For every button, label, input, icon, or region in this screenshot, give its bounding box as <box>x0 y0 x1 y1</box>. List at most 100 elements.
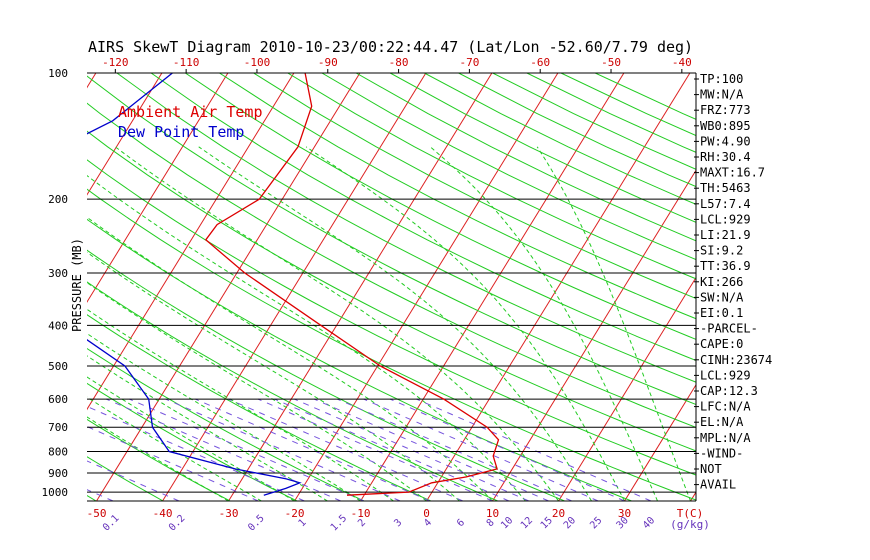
moist-adiabat-line <box>87 175 526 501</box>
legend: Ambient Air Temp Dew Point Temp <box>118 103 263 141</box>
index-value: PW:4.90 <box>700 134 751 148</box>
bottom-temp-tick-label: -40 <box>153 507 173 520</box>
index-value: RH:30.4 <box>700 150 751 164</box>
air-temperature-line <box>204 73 500 496</box>
dry-adiabat-line <box>87 281 498 501</box>
index-value: L57:7.4 <box>700 197 751 211</box>
isotherm-line <box>492 169 696 501</box>
dry-adiabat-line <box>355 73 696 242</box>
dry-adiabat-line <box>87 347 365 501</box>
dry-adiabat-line <box>87 418 231 501</box>
moist-adiabat-line <box>87 376 295 501</box>
top-temp-tick-label: -100 <box>244 56 271 69</box>
isotherm-line <box>757 73 870 501</box>
index-value: MW:N/A <box>700 88 744 102</box>
isotherm-line <box>0 73 30 501</box>
dry-adiabat-line <box>87 130 696 452</box>
dry-adiabat-line <box>287 73 696 280</box>
dew-point-line <box>87 73 302 496</box>
x-axis-unit-label: T(C) <box>677 507 704 520</box>
pressure-tick-label: 500 <box>48 360 68 373</box>
index-value: AVAIL <box>700 478 736 492</box>
index-value: LCL:929 <box>700 368 751 382</box>
mixing-ratio-label: 0.5 <box>246 513 267 534</box>
isotherm-line <box>426 73 691 501</box>
bottom-temp-tick-label: 10 <box>486 507 499 520</box>
pressure-tick-label: 400 <box>48 319 68 332</box>
index-value: CAP:12.3 <box>700 384 758 398</box>
mixing-ratio-label: 1 <box>297 517 309 529</box>
mixing-ratio-label: 4 <box>422 517 434 529</box>
mixing-ratio-label: 6 <box>455 517 467 529</box>
mixing-ratio-line <box>314 398 549 501</box>
top-temp-tick-label: -70 <box>459 56 479 69</box>
mixing-ratio-label: 25 <box>588 515 604 531</box>
top-temp-tick-label: -90 <box>318 56 338 69</box>
moist-adiabat-line <box>87 251 460 501</box>
dry-adiabat-line <box>526 73 696 153</box>
legend-air-temp: Ambient Air Temp <box>118 103 263 121</box>
dry-adiabat-line <box>389 73 696 223</box>
chart-title: AIRS SkewT Diagram 2010-10-23/00:22:44.4… <box>88 38 693 56</box>
index-value: NOT <box>700 462 722 476</box>
profile-lines <box>87 73 500 496</box>
pressure-tick-label: 800 <box>48 446 68 459</box>
dry-adiabat-line <box>185 73 696 340</box>
dry-adiabat-line <box>87 382 298 501</box>
index-value: -PARCEL- <box>700 322 758 336</box>
pressure-tick-label: 100 <box>48 67 68 80</box>
index-value: MAXT:16.7 <box>700 166 765 180</box>
isotherm-line <box>360 73 625 501</box>
mixing-ratio-line <box>363 398 599 501</box>
top-temp-tick-label: -60 <box>530 56 550 69</box>
pressure-tick-label: 600 <box>48 393 68 406</box>
bottom-temp-tick-label: 0 <box>423 507 430 520</box>
isotherm-line <box>624 383 696 501</box>
index-value: EI:0.1 <box>700 306 743 320</box>
mixing-ratio-label: 10 <box>499 515 515 531</box>
index-value: TT:36.9 <box>700 259 751 273</box>
bottom-temp-tick-label: 20 <box>552 507 565 520</box>
dry-adiabat-line <box>219 73 696 320</box>
dry-adiabat-line <box>253 73 696 300</box>
plot-grid <box>0 73 870 501</box>
isotherm-line <box>87 73 295 411</box>
mixing-ratio-label: 1.5 <box>329 513 350 534</box>
dry-adiabat-line <box>87 75 696 406</box>
pressure-tick-label: 1000 <box>42 486 69 499</box>
dry-adiabat-line <box>87 102 696 428</box>
bottom-temp-tick-label: -50 <box>87 507 107 520</box>
legend-dew-point: Dew Point Temp <box>118 123 244 141</box>
index-value: MPL:N/A <box>700 431 751 445</box>
index-value: FRZ:773 <box>700 103 751 117</box>
index-value: SW:N/A <box>700 290 744 304</box>
isotherm-line <box>87 73 229 303</box>
index-value: CINH:23674 <box>700 353 772 367</box>
dry-adiabat-line <box>87 188 696 501</box>
mixing-ratio-line <box>416 398 652 501</box>
isotherm-line <box>823 73 870 501</box>
index-value: TP:100 <box>700 72 743 86</box>
bottom-temp-tick-label: -30 <box>219 507 239 520</box>
mixing-ratio-unit-label: (g/kg) <box>670 518 710 531</box>
index-value: LI:21.9 <box>700 228 751 242</box>
dry-adiabat-line <box>321 73 696 261</box>
bottom-temp-tick-label: -20 <box>285 507 305 520</box>
top-temp-tick-label: -120 <box>102 56 129 69</box>
index-value: WB0:895 <box>700 119 751 133</box>
mixing-ratio-line <box>87 460 180 501</box>
isotherm-line <box>558 276 696 501</box>
top-temp-tick-label: -80 <box>389 56 409 69</box>
bottom-temp-tick-label: -10 <box>351 507 371 520</box>
mixing-ratio-line <box>87 405 305 501</box>
index-value: EL:N/A <box>700 415 744 429</box>
moist-adiabat-line <box>87 416 229 501</box>
dry-adiabat-line <box>87 218 632 501</box>
pressure-tick-label: 200 <box>48 193 68 206</box>
dry-adiabat-line <box>0 73 29 501</box>
dry-adiabat-line <box>150 73 696 362</box>
dry-adiabat-line <box>87 159 696 476</box>
isotherm-line <box>87 73 163 196</box>
